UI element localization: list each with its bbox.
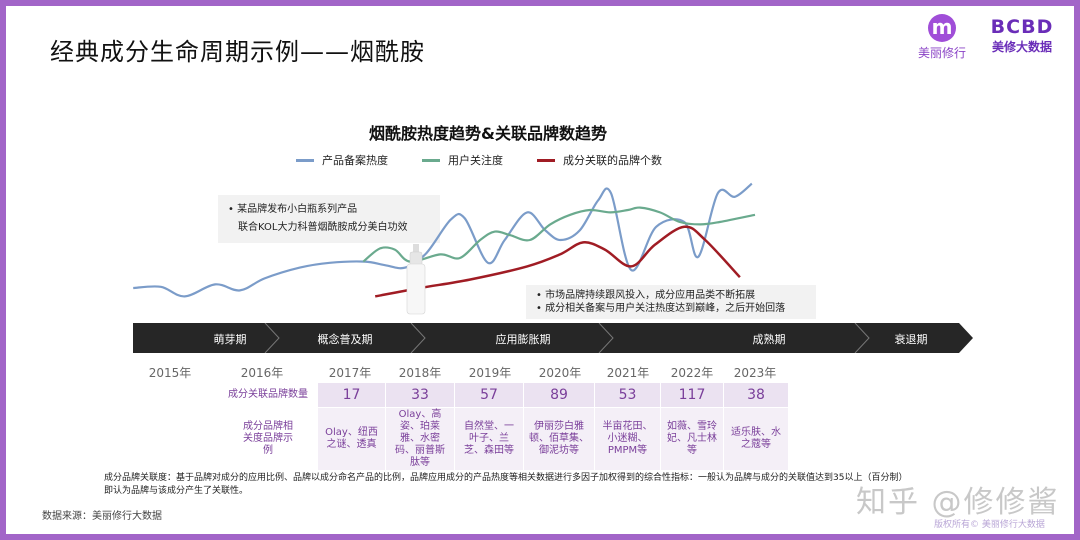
serum-bottle-image bbox=[406, 244, 426, 315]
chart-title: 烟酰胺热度趋势&关联品牌数趋势 bbox=[369, 124, 607, 143]
brand-count-cell: 117 bbox=[661, 383, 723, 407]
year-label: 2017年 bbox=[328, 366, 372, 380]
stage-expansion: 应用膨胀期 bbox=[495, 333, 551, 346]
watermark: 知乎 @修修酱 bbox=[856, 485, 1060, 520]
brand-count-cell: 57 bbox=[455, 383, 523, 407]
year-label: 2020年 bbox=[538, 366, 582, 380]
year-label: 2016年 bbox=[240, 366, 284, 380]
stage-decline: 衰退期 bbox=[894, 333, 928, 346]
stage-sprout: 萌芽期 bbox=[213, 333, 247, 346]
legend: 产品备案热度 用户关注度 成分关联的品牌个数 bbox=[296, 152, 662, 168]
row-label-count: 成分关联品牌数量 bbox=[228, 389, 308, 400]
copyright: 版权所有© 美丽修行大数据 bbox=[934, 520, 1045, 530]
brand-examples-cell: 如薇、雪玲妃、凡士林等 bbox=[661, 408, 723, 470]
brand-count-cell: 53 bbox=[595, 383, 660, 407]
brand-count-cell: 33 bbox=[386, 383, 454, 407]
brand-examples-cell: Olay、纽西之谜、透真 bbox=[318, 408, 385, 470]
row-label-examples: 成分品牌相关度品牌示例 bbox=[243, 421, 293, 456]
stage-popularize: 概念普及期 bbox=[317, 333, 373, 346]
data-source: 数据来源：美丽修行大数据 bbox=[42, 511, 162, 522]
brand-examples-cell: 伊丽莎白雅顿、佰草集、御泥坊等 bbox=[524, 408, 594, 470]
year-label: 2015年 bbox=[148, 366, 192, 380]
line-related-brand-count bbox=[374, 225, 741, 298]
line-chart bbox=[133, 182, 756, 315]
year-label: 2018年 bbox=[398, 366, 442, 380]
brand-examples-cell: 半亩花田、小迷糊、PMPM等 bbox=[595, 408, 660, 470]
stage-mature: 成熟期 bbox=[752, 333, 786, 346]
brand-examples-cell: Olay、高姿、珀莱雅、水密码、丽普斯肽等 bbox=[386, 408, 454, 470]
lifecycle-timeline bbox=[133, 323, 973, 353]
bcbd-logo: BCBD 美修大数据 bbox=[990, 16, 1054, 54]
legend-item-green: 用户关注度 bbox=[422, 152, 503, 168]
annotation-launch: • 某品牌发布小白瓶系列产品 联合KOL大力科普烟酰胺成分美白功效 bbox=[218, 195, 440, 243]
slide: 经典成分生命周期示例——烟酰胺 m 美丽修行 BCBD 美修大数据 烟酰胺热度趋势&… bbox=[6, 6, 1074, 534]
brand-examples-cell: 适乐肤、水之蔻等 bbox=[724, 408, 788, 470]
year-label: 2021年 bbox=[606, 366, 650, 380]
line-product-filing-heat bbox=[133, 182, 753, 298]
annotation-peak: • 市场品牌持续跟风投入，成分应用品类不断拓展 • 成分相关备案与用户关注热度达到… bbox=[526, 285, 816, 319]
legend-item-blue: 产品备案热度 bbox=[296, 152, 388, 168]
year-label: 2019年 bbox=[468, 366, 512, 380]
brand-count-cell: 17 bbox=[318, 383, 385, 407]
footnote: 成分品牌关联度：基于品牌对成分的应用比例、品牌以成分命名产品的比例，品牌应用成分… bbox=[104, 473, 908, 496]
page-title: 经典成分生命周期示例——烟酰胺 bbox=[50, 38, 425, 66]
year-label: 2023年 bbox=[733, 366, 777, 380]
year-label: 2022年 bbox=[670, 366, 714, 380]
brand-count-cell: 89 bbox=[524, 383, 594, 407]
meili-logo: m 美丽修行 bbox=[917, 14, 966, 60]
legend-item-red: 成分关联的品牌个数 bbox=[537, 152, 662, 168]
brand-examples-cell: 自然堂、一叶子、兰芝、森田等 bbox=[455, 408, 523, 470]
brand-count-cell: 38 bbox=[724, 383, 788, 407]
